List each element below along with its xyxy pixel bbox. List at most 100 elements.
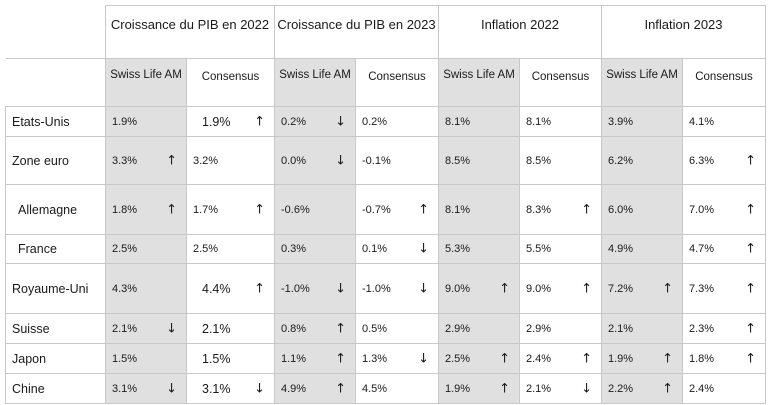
consensus-value-cell: 6.3% ↑ bbox=[682, 136, 766, 185]
value-text: 9.0% bbox=[445, 282, 471, 295]
value-text: 1.5% bbox=[112, 352, 138, 365]
value-text: 8.5% bbox=[445, 154, 471, 167]
value-text: -0.1% bbox=[362, 154, 391, 167]
swiss-life-am-header: Swiss Life AM bbox=[438, 58, 520, 107]
arrow-down-icon: ↓ bbox=[254, 381, 265, 396]
arrow-up-icon: ↑ bbox=[335, 321, 346, 336]
consensus-value-cell: 3.2% bbox=[186, 136, 275, 185]
sub-header-row: Swiss Life AM Consensus Swiss Life AM Co… bbox=[5, 58, 766, 107]
arrow-up-icon: ↑ bbox=[335, 351, 346, 366]
arrow-up-icon: ↑ bbox=[745, 281, 756, 296]
arrow-up-icon: ↑ bbox=[254, 114, 265, 129]
group-header: Croissance du PIB en 2023 bbox=[274, 5, 439, 59]
arrow-up-icon: ↑ bbox=[418, 202, 429, 217]
swiss-life-am-header: Swiss Life AM bbox=[105, 58, 187, 107]
value-text: -0.6% bbox=[281, 203, 310, 216]
arrow-up-icon: ↑ bbox=[662, 281, 673, 296]
arrow-down-icon: ↓ bbox=[581, 381, 592, 396]
value-text: 2.2% bbox=[608, 382, 634, 395]
consensus-value-cell: 1.8% ↑ bbox=[682, 343, 766, 374]
value-text: 1.9% bbox=[202, 114, 231, 129]
country-label: France bbox=[5, 234, 106, 264]
swiss-life-am-value-cell: 3.1% ↓ bbox=[105, 373, 187, 404]
swiss-life-am-value-cell: 1.5% bbox=[105, 343, 187, 374]
consensus-value-cell: 0.5% bbox=[355, 313, 439, 344]
arrow-up-icon: ↑ bbox=[745, 321, 756, 336]
swiss-life-am-value-cell: 3.9% bbox=[601, 106, 683, 137]
swiss-life-am-value-cell: 8.1% bbox=[438, 106, 520, 137]
arrow-up-icon: ↑ bbox=[662, 351, 673, 366]
consensus-value-cell: 7.3% ↑ bbox=[682, 263, 766, 314]
swiss-life-am-value-cell: 7.2% ↑ bbox=[601, 263, 683, 314]
value-text: 0.3% bbox=[281, 243, 307, 255]
arrow-down-icon: ↓ bbox=[335, 114, 346, 129]
corner-cell bbox=[5, 58, 106, 107]
value-text: -1.0% bbox=[362, 282, 391, 295]
value-text: 3.9% bbox=[608, 115, 634, 128]
group-header-row: Croissance du PIB en 2022 Croissance du … bbox=[5, 5, 766, 59]
arrow-down-icon: ↓ bbox=[418, 281, 429, 296]
swiss-life-am-value-cell: 2.1% ↓ bbox=[105, 313, 187, 344]
country-label: Suisse bbox=[5, 313, 106, 344]
arrow-down-icon: ↓ bbox=[418, 351, 429, 366]
country-label: Allemagne bbox=[5, 184, 106, 235]
country-label: Etats-Unis bbox=[5, 106, 106, 137]
arrow-up-icon: ↑ bbox=[745, 153, 756, 168]
swiss-life-am-value-cell: 3.3% ↑ bbox=[105, 136, 187, 185]
value-text: 2.3% bbox=[689, 322, 715, 335]
value-text: 6.3% bbox=[689, 154, 715, 167]
value-text: 0.0% bbox=[281, 154, 307, 167]
value-text: 1.1% bbox=[281, 352, 307, 365]
arrow-up-icon: ↑ bbox=[254, 281, 265, 296]
value-text: 9.0% bbox=[526, 282, 552, 295]
arrow-up-icon: ↑ bbox=[662, 381, 673, 396]
arrow-up-icon: ↑ bbox=[745, 241, 756, 257]
consensus-value-cell: 4.1% bbox=[682, 106, 766, 137]
consensus-value-cell: 8.5% bbox=[519, 136, 602, 185]
arrow-up-icon: ↑ bbox=[581, 351, 592, 366]
consensus-value-cell: 2.1% bbox=[186, 313, 275, 344]
consensus-value-cell: 1.5% bbox=[186, 343, 275, 374]
consensus-value-cell: 2.3% ↑ bbox=[682, 313, 766, 344]
corner-cell bbox=[5, 5, 106, 59]
value-text: 3.1% bbox=[202, 381, 231, 396]
value-text: 2.5% bbox=[112, 243, 138, 255]
value-text: 4.1% bbox=[689, 115, 715, 128]
value-text: 5.3% bbox=[445, 243, 471, 255]
consensus-value-cell: -0.1% bbox=[355, 136, 439, 185]
value-text: 4.5% bbox=[362, 382, 388, 395]
value-text: 1.5% bbox=[202, 351, 231, 366]
consensus-value-cell: 2.4% bbox=[682, 373, 766, 404]
swiss-life-am-value-cell: 2.1% bbox=[601, 313, 683, 344]
consensus-value-cell: 8.3% ↑ bbox=[519, 184, 602, 235]
swiss-life-am-value-cell: 4.9% bbox=[601, 234, 683, 264]
consensus-value-cell: 8.1% bbox=[519, 106, 602, 137]
swiss-life-am-value-cell: 8.5% bbox=[438, 136, 520, 185]
consensus-value-cell: 1.9% ↑ bbox=[186, 106, 275, 137]
arrow-down-icon: ↓ bbox=[166, 381, 177, 396]
swiss-life-am-header: Swiss Life AM bbox=[601, 58, 683, 107]
value-text: 7.3% bbox=[689, 282, 715, 295]
value-text: 8.1% bbox=[445, 115, 471, 128]
group-header: Inflation 2022 bbox=[438, 5, 602, 59]
arrow-up-icon: ↑ bbox=[499, 351, 510, 366]
value-text: 1.9% bbox=[608, 352, 634, 365]
consensus-value-cell: 4.7% ↑ bbox=[682, 234, 766, 264]
arrow-down-icon: ↓ bbox=[418, 241, 429, 257]
value-text: 6.2% bbox=[608, 154, 634, 167]
value-text: 2.1% bbox=[112, 322, 138, 335]
consensus-header: Consensus bbox=[355, 58, 439, 107]
value-text: 0.5% bbox=[362, 322, 388, 335]
value-text: 1.8% bbox=[689, 352, 715, 365]
swiss-life-am-value-cell: 6.0% bbox=[601, 184, 683, 235]
swiss-life-am-value-cell: 1.9% bbox=[105, 106, 187, 137]
consensus-value-cell: 7.0% ↑ bbox=[682, 184, 766, 235]
forecast-table: Croissance du PIB en 2022 Croissance du … bbox=[5, 5, 766, 404]
swiss-life-am-value-cell: 6.2% bbox=[601, 136, 683, 185]
country-label: Royaume-Uni bbox=[5, 263, 106, 314]
value-text: 0.2% bbox=[281, 115, 307, 128]
swiss-life-am-header: Swiss Life AM bbox=[274, 58, 356, 107]
value-text: 7.2% bbox=[608, 282, 634, 295]
consensus-value-cell: 1.7% ↑ bbox=[186, 184, 275, 235]
value-text: 3.1% bbox=[112, 382, 138, 395]
